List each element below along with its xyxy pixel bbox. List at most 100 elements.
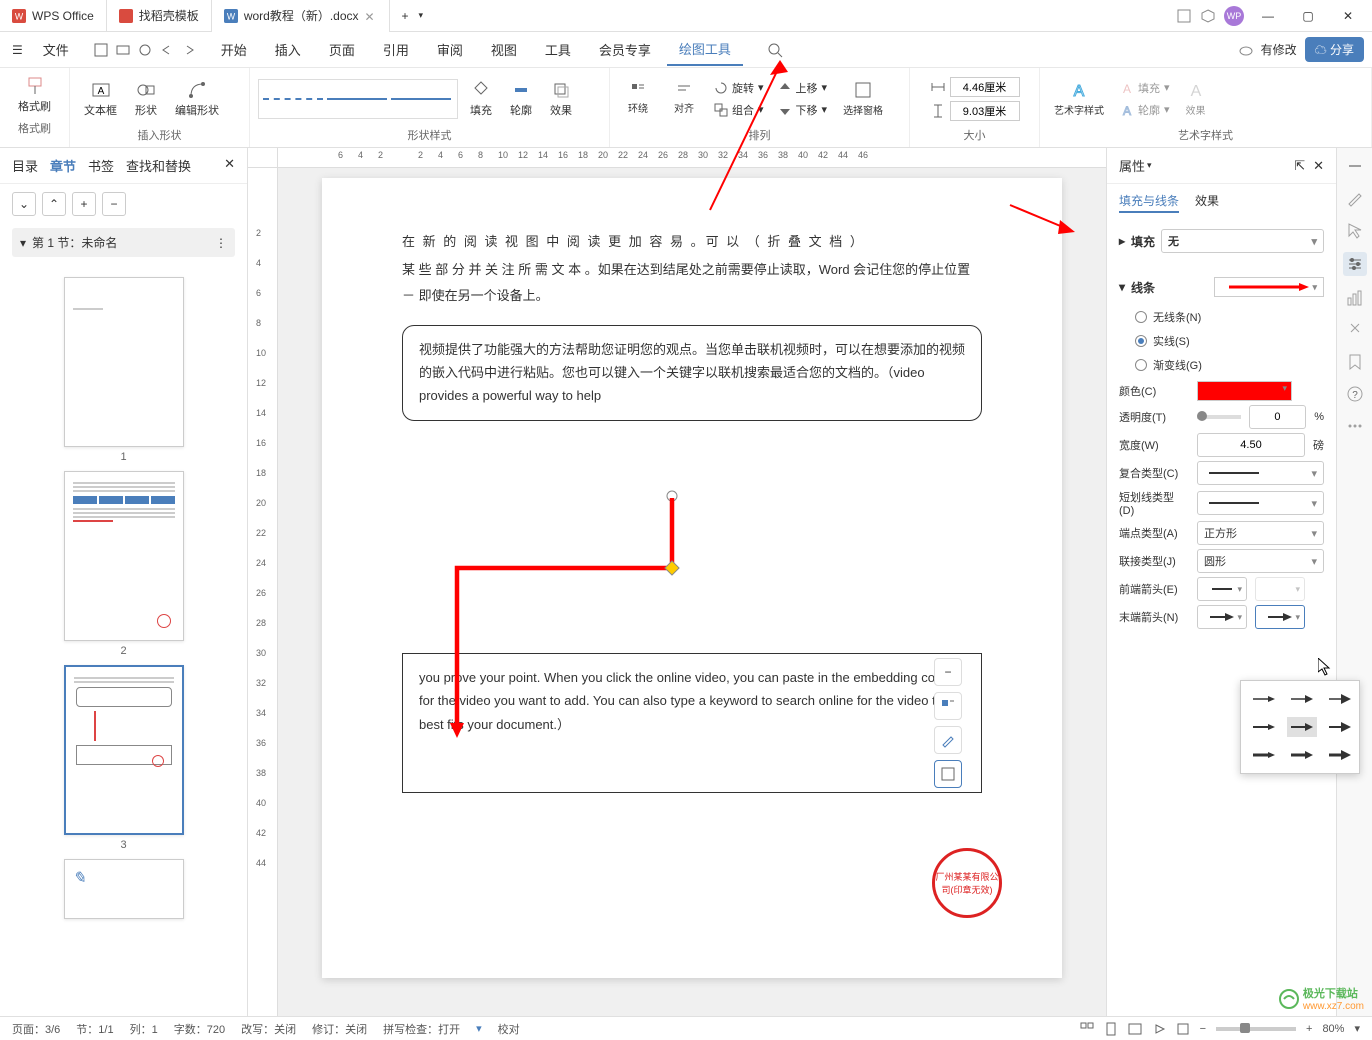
document-scroll[interactable]: 24 68 1012 1416 1820 2224 2628 3032 3436… [248, 168, 1106, 1016]
menu-tools[interactable]: 工具 [533, 34, 583, 65]
fill-button[interactable]: 填充 [464, 76, 498, 122]
line-width-input[interactable] [1197, 433, 1305, 457]
bookmark-icon[interactable] [1345, 352, 1365, 372]
menu-drawing-tools[interactable]: 绘图工具 [667, 33, 743, 66]
more-icon[interactable]: ⋮ [215, 236, 227, 250]
help-icon[interactable]: ? [1345, 384, 1365, 404]
width-input[interactable] [950, 77, 1020, 97]
zoom-in-button[interactable]: + [1306, 1023, 1312, 1035]
outline-button[interactable]: 轮廓 [504, 76, 538, 122]
eyedropper-button[interactable] [934, 726, 962, 754]
color-picker[interactable]: ▾ [1197, 381, 1292, 401]
textbox-button[interactable]: A 文本框 [78, 76, 123, 122]
tab-template[interactable]: 找稻壳模板 [107, 0, 212, 32]
move-up-button[interactable]: 上移▾ [774, 78, 832, 98]
radio-no-line[interactable]: 无线条(N) [1119, 305, 1324, 329]
fill-header[interactable]: ▸ 填充 无 [1119, 229, 1324, 253]
edit-shape-button[interactable]: 编辑形状 [169, 76, 225, 122]
maximize-button[interactable]: ▢ [1292, 0, 1324, 32]
height-input[interactable] [950, 101, 1020, 121]
preview-icon[interactable] [137, 42, 153, 58]
arrow-size-option[interactable] [1287, 717, 1317, 737]
opacity-input[interactable] [1249, 405, 1307, 429]
tab-toc[interactable]: 目录 [12, 156, 38, 175]
page-indicator[interactable]: 页面：3/6 [12, 1021, 60, 1037]
arrow-size-option[interactable] [1249, 689, 1279, 709]
image-float-button[interactable] [934, 760, 962, 788]
expand-button[interactable]: ⌃ [42, 192, 66, 216]
close-icon[interactable]: ✕ [365, 10, 377, 22]
close-panel-icon[interactable]: ✕ [1313, 158, 1324, 174]
more-icon[interactable] [1345, 416, 1365, 436]
tab-find-replace[interactable]: 查找和替换 [126, 156, 191, 175]
dash-select[interactable] [1197, 491, 1324, 515]
section-item[interactable]: ▾ 第 1 节：未命名 ⋮ [12, 228, 235, 257]
arrow-size-option[interactable] [1325, 689, 1355, 709]
minimize-button[interactable]: — [1252, 0, 1284, 32]
menu-start[interactable]: 开始 [209, 34, 259, 65]
close-button[interactable]: ✕ [1332, 0, 1364, 32]
wrap-button[interactable]: 环绕 [618, 78, 658, 119]
search-icon[interactable] [767, 42, 783, 58]
settings-icon[interactable] [1343, 252, 1367, 276]
menu-member[interactable]: 会员专享 [587, 34, 663, 65]
move-down-button[interactable]: 下移▾ [774, 100, 832, 120]
arrow-size-option[interactable] [1287, 745, 1317, 765]
revision-indicator[interactable]: 修订：关闭 [312, 1021, 367, 1037]
zoom-level[interactable]: 80% [1322, 1023, 1344, 1035]
thumbnail-page-1[interactable]: 1 [64, 277, 184, 463]
arrow-size-option[interactable] [1249, 745, 1279, 765]
view-grid-icon[interactable] [1080, 1022, 1094, 1036]
art-effect-button[interactable]: A 效果 [1180, 76, 1212, 121]
end-arrow-size-select[interactable] [1255, 605, 1305, 629]
menu-view[interactable]: 视图 [479, 34, 529, 65]
text-box-1[interactable]: 视频提供了功能强大的方法帮助您证明您的观点。当您单击联机视频时，可以在想要添加的… [402, 325, 982, 421]
chart-icon[interactable] [1345, 288, 1365, 308]
compound-select[interactable] [1197, 461, 1324, 485]
shape-button[interactable]: 形状 [129, 76, 163, 122]
thumbnail-page-3[interactable]: 3 [64, 665, 184, 851]
file-menu[interactable]: 文件 [31, 34, 81, 65]
tab-document[interactable]: W word教程（新）.docx ✕ [212, 0, 390, 32]
tab-fill-line[interactable]: 填充与线条 [1119, 192, 1179, 213]
line-header[interactable]: ▾ 线条 ▾ [1119, 277, 1324, 297]
remove-button[interactable]: − [102, 192, 126, 216]
opacity-slider[interactable] [1197, 415, 1241, 419]
collapse-button[interactable]: ⌄ [12, 192, 36, 216]
cursor-icon[interactable] [1345, 220, 1365, 240]
fill-type-select[interactable]: 无 [1161, 229, 1324, 253]
pencil-icon[interactable] [1345, 188, 1365, 208]
cap-select[interactable]: 正方形 [1197, 521, 1324, 545]
close-panel-icon[interactable]: ✕ [224, 156, 235, 175]
radio-solid-line[interactable]: 实线(S) [1119, 329, 1324, 353]
start-arrow-size-select[interactable] [1255, 577, 1305, 601]
effect-button[interactable]: 效果 [544, 76, 578, 122]
word-count[interactable]: 字数：720 [174, 1021, 225, 1037]
save-icon[interactable] [93, 42, 109, 58]
start-arrow-style-select[interactable] [1197, 577, 1247, 601]
tools-icon[interactable] [1345, 320, 1365, 340]
cube-icon[interactable] [1200, 8, 1216, 24]
print-icon[interactable] [115, 42, 131, 58]
add-tab-button[interactable]: + ▾ [390, 0, 436, 32]
art-style-button[interactable]: A 艺术字样式 [1048, 76, 1110, 121]
avatar[interactable]: WP [1224, 6, 1244, 26]
menu-page[interactable]: 页面 [317, 34, 367, 65]
undo-icon[interactable] [159, 42, 175, 58]
minimize-float-button[interactable]: − [934, 658, 962, 686]
zoom-out-button[interactable]: − [1200, 1023, 1206, 1035]
arrow-size-option[interactable] [1325, 745, 1355, 765]
format-painter-button[interactable]: 格式刷 [8, 72, 61, 118]
hamburger-icon[interactable]: ☰ [8, 39, 27, 61]
arrow-size-option[interactable] [1249, 717, 1279, 737]
overwrite-indicator[interactable]: 改写：关闭 [241, 1021, 296, 1037]
view-web-icon[interactable] [1176, 1022, 1190, 1036]
zoom-slider[interactable] [1216, 1027, 1296, 1031]
shape-style-gallery[interactable] [258, 79, 458, 119]
view-play-icon[interactable] [1152, 1022, 1166, 1036]
arrow-size-option[interactable] [1325, 717, 1355, 737]
line-preview[interactable]: ▾ [1214, 277, 1324, 297]
share-button[interactable]: ☁ 分享 [1305, 37, 1364, 62]
end-arrow-style-select[interactable] [1197, 605, 1247, 629]
view-page-icon[interactable] [1104, 1022, 1118, 1036]
